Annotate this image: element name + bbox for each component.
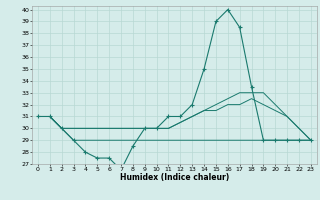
X-axis label: Humidex (Indice chaleur): Humidex (Indice chaleur) <box>120 173 229 182</box>
